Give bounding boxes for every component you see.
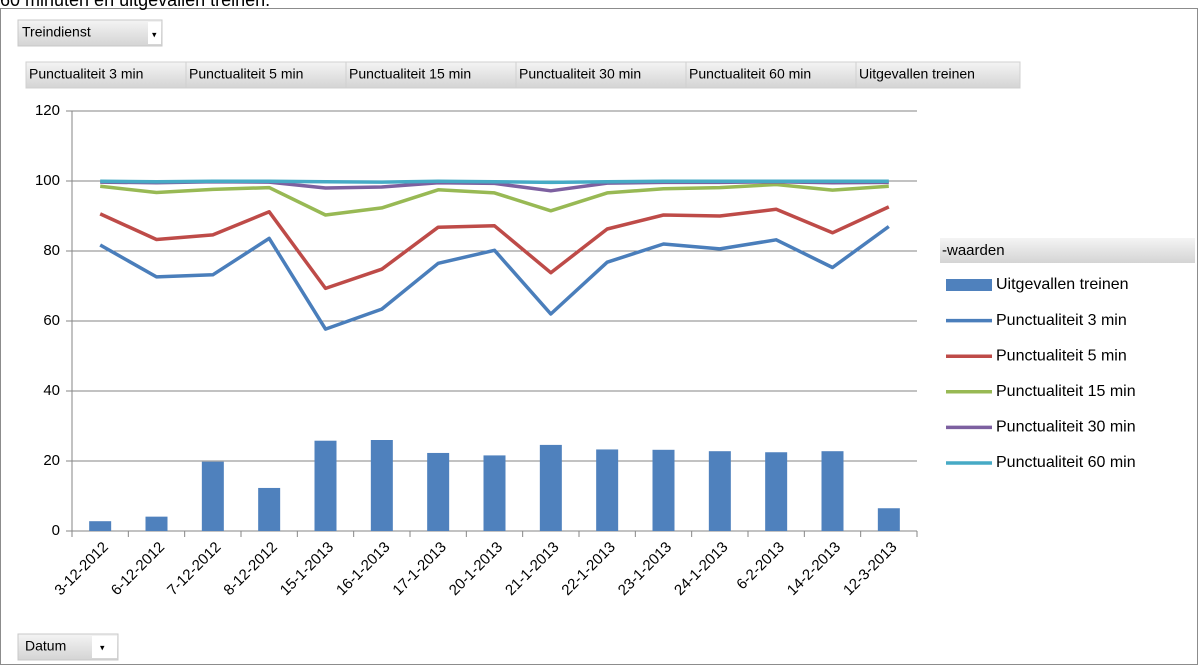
field-button-label: Uitgevallen treinen (859, 66, 975, 82)
field-button-label: Punctualiteit 60 min (689, 66, 811, 82)
line (100, 182, 889, 217)
bar (539, 444, 562, 531)
bar (596, 449, 619, 531)
axis-field-button[interactable]: Datum ▾ (17, 633, 119, 661)
bar (427, 452, 450, 531)
axis-field-label: Datum (25, 638, 66, 654)
chart-frame (0, 8, 1198, 665)
bar (201, 461, 224, 531)
legend-label: Punctualiteit 3 min (996, 312, 1127, 329)
report-filter-button[interactable]: Treindienst ▾ (17, 19, 163, 47)
bar (708, 451, 731, 531)
field-button-bg (185, 61, 347, 89)
field-button-bg (685, 61, 857, 89)
y-tick-label: 120 (35, 102, 60, 119)
y-tick-label: 20 (43, 452, 60, 469)
bar (821, 451, 844, 531)
y-tick-label: 60 (43, 312, 60, 329)
bar (314, 440, 337, 531)
line (99, 205, 890, 291)
dropdown-arrow: ▾ (152, 29, 157, 39)
y-tick-label: 40 (43, 382, 60, 399)
bar (877, 508, 900, 531)
field-button-bg (25, 61, 187, 89)
field-button-bg (855, 61, 1021, 89)
field-button[interactable]: Uitgevallen treinen (855, 61, 1021, 89)
legend-label: Punctualiteit 5 min (996, 347, 1127, 364)
legend-label: Punctualiteit 60 min (996, 454, 1136, 471)
y-tick-label: 0 (52, 522, 60, 539)
field-button[interactable]: Punctualiteit 15 min (345, 61, 517, 89)
bar (652, 449, 675, 531)
bar (370, 440, 393, 531)
field-button-label: Punctualiteit 5 min (189, 66, 303, 82)
field-button-bg (515, 61, 687, 89)
field-button[interactable]: Punctualiteit 60 min (685, 61, 857, 89)
line (99, 225, 890, 331)
chart-title: 60 minuten en uitgevallen treinen. (0, 0, 270, 10)
legend-label: Punctualiteit 15 min (996, 383, 1136, 400)
legend-label: Uitgevallen treinen (996, 276, 1129, 293)
legend-label: Punctualiteit 30 min (996, 419, 1136, 436)
bar (765, 452, 788, 531)
field-button-bg (345, 61, 517, 89)
bar (483, 455, 506, 531)
field-button-label: Punctualiteit 3 min (29, 66, 143, 82)
dropdown-arrow: ▾ (100, 642, 105, 652)
legend-header (940, 238, 1195, 263)
y-tick-label: 80 (43, 242, 60, 259)
field-buttons: Punctualiteit 3 min Punctualiteit 5 min Pu… (25, 61, 1021, 89)
field-button[interactable]: Punctualiteit 30 min (515, 61, 687, 89)
line (100, 179, 889, 185)
field-button-label: Punctualiteit 15 min (349, 66, 471, 82)
field-button[interactable]: Punctualiteit 3 min (25, 61, 187, 89)
bar (145, 516, 168, 531)
field-button-label: Punctualiteit 30 min (519, 66, 641, 82)
report-filter-label: Treindienst (22, 24, 91, 40)
bar (258, 487, 281, 531)
legend-title: -waarden (942, 242, 1005, 259)
bar (89, 521, 112, 531)
legend-swatch (946, 279, 992, 291)
y-tick-label: 100 (35, 172, 60, 189)
field-button[interactable]: Punctualiteit 5 min (185, 61, 347, 89)
